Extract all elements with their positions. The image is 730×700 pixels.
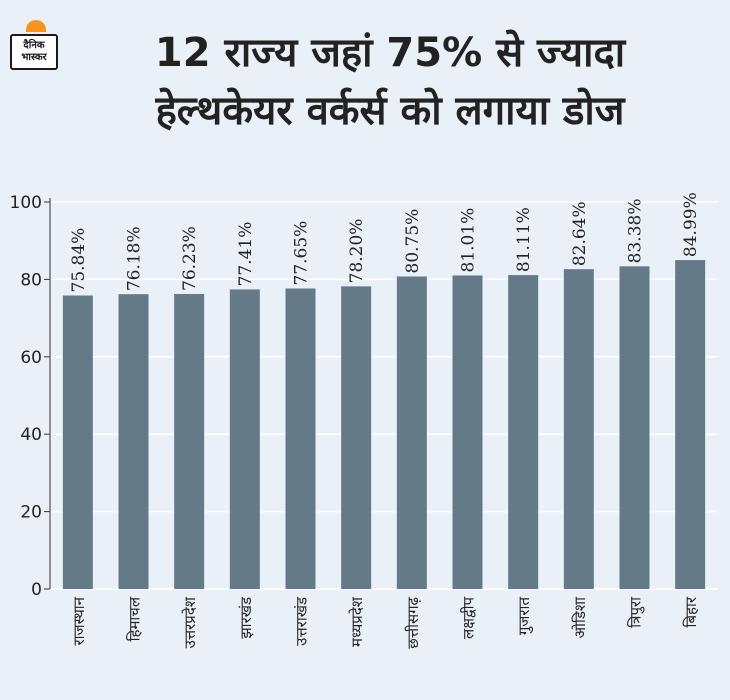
x-tick-label: हिमाचल xyxy=(126,596,144,641)
y-tick-label: 60 xyxy=(20,348,42,368)
bar xyxy=(452,275,483,589)
bar-value-label: 81.01% xyxy=(459,208,479,273)
bar-value-label: 75.84% xyxy=(69,228,89,293)
bar xyxy=(563,269,594,589)
logo-line2: भास्कर xyxy=(21,52,47,63)
logo-sun-icon xyxy=(26,20,46,32)
bar xyxy=(118,294,149,589)
bar xyxy=(285,288,316,589)
bar-value-label: 77.41% xyxy=(236,222,256,287)
bar-value-label: 81.11% xyxy=(514,207,534,272)
chart-title: 12 राज्य जहां 75% से ज्यादा हेल्थकेयर वर… xyxy=(60,24,720,140)
logo-box: दैनिक भास्कर xyxy=(10,34,58,70)
y-tick-label: 0 xyxy=(31,580,42,600)
chart-title-line1: 12 राज्य जहां 75% से ज्यादा xyxy=(154,30,626,76)
bar-value-label: 84.99% xyxy=(681,192,701,257)
bar xyxy=(619,266,650,589)
bar-value-label: 83.38% xyxy=(626,198,646,263)
chart-title-line2: हेल्थकेयर वर्कर्स को लगाया डोज xyxy=(155,88,625,134)
bar-value-label: 77.65% xyxy=(292,221,312,286)
bar-value-label: 82.64% xyxy=(570,201,590,266)
x-tick-label: मध्यप्रदेश xyxy=(348,596,366,647)
bar xyxy=(341,286,372,589)
bar xyxy=(62,295,93,589)
bar xyxy=(396,276,427,589)
bar xyxy=(229,289,260,589)
x-tick-label: ओडिशा xyxy=(571,596,589,638)
bar-value-label: 76.18% xyxy=(125,226,145,291)
x-tick-label: उत्तरप्रदेश xyxy=(181,596,199,648)
dainik-bhaskar-logo: दैनिक भास्कर xyxy=(10,20,60,70)
bar xyxy=(675,260,706,589)
x-tick-label: लक्षद्वीप xyxy=(460,597,478,639)
y-tick-label: 80 xyxy=(20,270,42,290)
x-tick-label: उत्तराखंड xyxy=(293,596,311,646)
x-tick-label: छत्तीसगढ़ xyxy=(404,596,422,648)
x-tick-label: राजस्थान xyxy=(70,596,88,645)
bar-value-label: 80.75% xyxy=(403,209,423,274)
x-tick-label: गुजरात xyxy=(515,597,534,636)
bar-value-label: 78.20% xyxy=(347,219,367,284)
x-tick-label: झारखंड xyxy=(237,596,255,639)
y-tick-label: 40 xyxy=(20,425,42,445)
bar-value-label: 76.23% xyxy=(180,226,200,291)
bar xyxy=(174,293,205,589)
logo-line1: दैनिक xyxy=(23,40,45,51)
x-tick-label: त्रिपुरा xyxy=(627,596,646,628)
x-tick-label: बिहार xyxy=(682,596,700,627)
y-tick-label: 100 xyxy=(10,193,42,213)
bar xyxy=(508,275,539,589)
y-tick-label: 20 xyxy=(20,503,42,523)
